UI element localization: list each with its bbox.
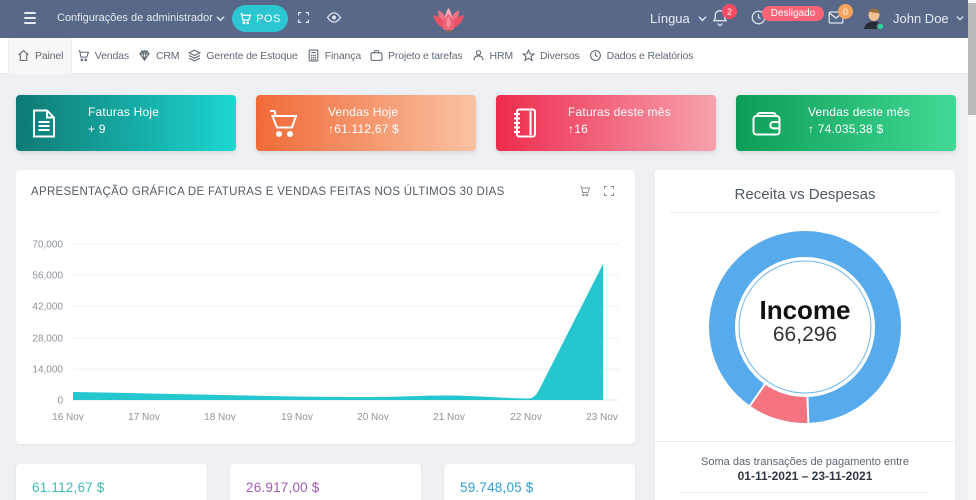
svg-text:56,000: 56,000 — [32, 271, 63, 282]
svg-text:42,000: 42,000 — [32, 302, 63, 313]
svg-text:0: 0 — [57, 396, 63, 407]
svg-text:22 Nov: 22 Nov — [510, 412, 542, 423]
svg-text:19 Nov: 19 Nov — [281, 412, 313, 423]
svg-text:17 Nov: 17 Nov — [128, 412, 160, 423]
svg-text:16 Nov: 16 Nov — [52, 412, 84, 423]
svg-text:20 Nov: 20 Nov — [357, 412, 389, 423]
svg-text:23 Nov: 23 Nov — [586, 412, 618, 423]
svg-text:70,000: 70,000 — [32, 240, 63, 251]
svg-text:18 Nov: 18 Nov — [204, 412, 236, 423]
svg-text:28,000: 28,000 — [32, 334, 63, 345]
svg-text:21 Nov: 21 Nov — [433, 412, 465, 423]
svg-text:14,000: 14,000 — [32, 365, 63, 376]
